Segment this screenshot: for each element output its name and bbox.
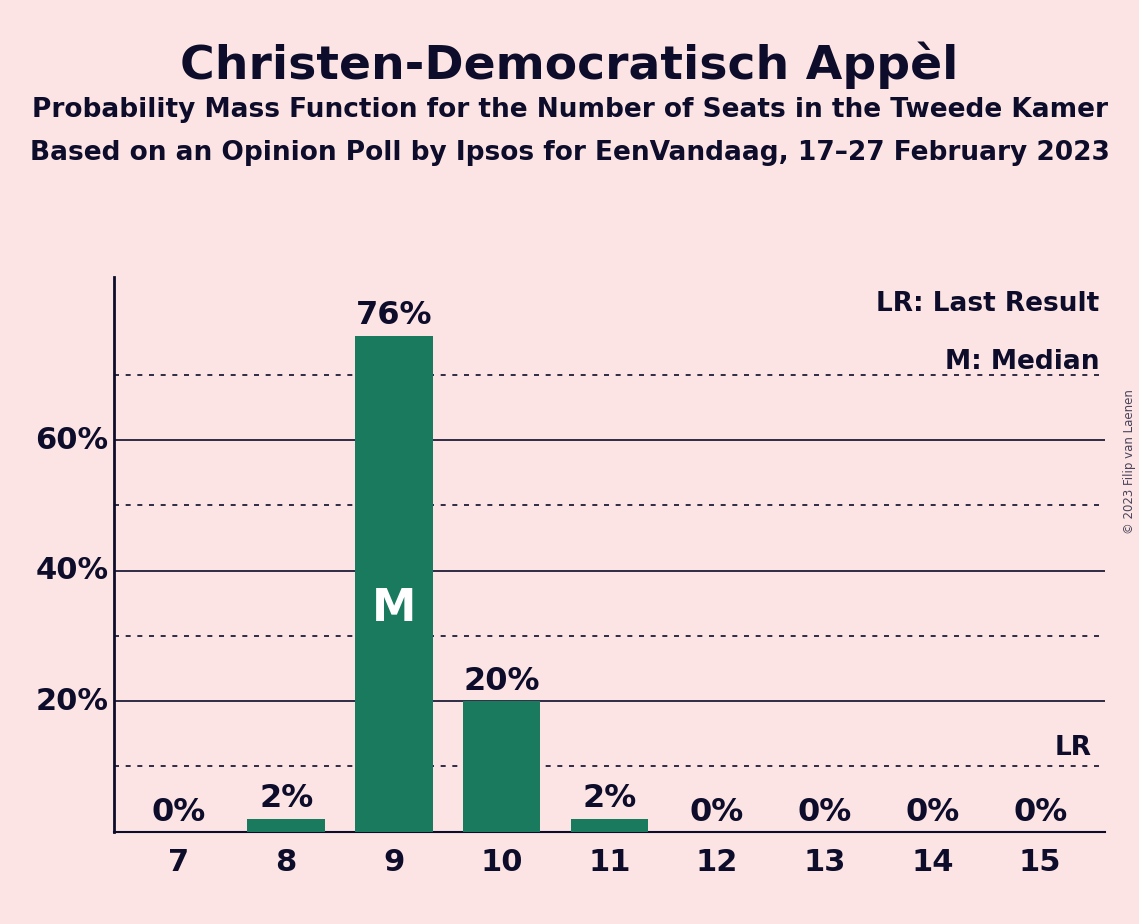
Text: 20%: 20% xyxy=(35,687,108,716)
Bar xyxy=(462,701,540,832)
Text: 76%: 76% xyxy=(355,300,432,332)
Text: 2%: 2% xyxy=(582,783,637,814)
Text: Based on an Opinion Poll by Ipsos for EenVandaag, 17–27 February 2023: Based on an Opinion Poll by Ipsos for Ee… xyxy=(30,140,1109,166)
Text: Christen-Democratisch Appèl: Christen-Democratisch Appèl xyxy=(180,42,959,89)
Bar xyxy=(571,819,648,832)
Text: 0%: 0% xyxy=(797,796,852,828)
Bar xyxy=(355,336,433,832)
Text: 40%: 40% xyxy=(35,556,108,585)
Text: LR: Last Result: LR: Last Result xyxy=(876,291,1099,317)
Text: Probability Mass Function for the Number of Seats in the Tweede Kamer: Probability Mass Function for the Number… xyxy=(32,97,1107,123)
Text: © 2023 Filip van Laenen: © 2023 Filip van Laenen xyxy=(1123,390,1137,534)
Text: 0%: 0% xyxy=(690,796,744,828)
Text: LR: LR xyxy=(1055,736,1092,761)
Text: M: Median: M: Median xyxy=(945,349,1099,375)
Text: 20%: 20% xyxy=(464,665,540,697)
Text: 60%: 60% xyxy=(35,426,108,455)
Text: 0%: 0% xyxy=(1013,796,1067,828)
Text: 2%: 2% xyxy=(259,783,313,814)
Text: 0%: 0% xyxy=(151,796,206,828)
Text: 0%: 0% xyxy=(906,796,960,828)
Bar xyxy=(247,819,325,832)
Text: M: M xyxy=(371,587,416,630)
